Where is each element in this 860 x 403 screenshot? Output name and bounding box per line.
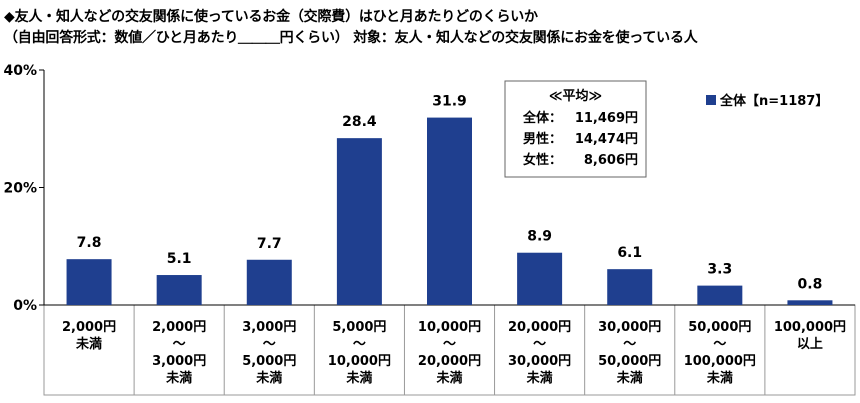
average-box-header: ≪平均≫ xyxy=(549,88,602,104)
category-label: 3,000円 xyxy=(242,320,296,335)
average-box xyxy=(504,80,647,178)
bar xyxy=(66,259,112,305)
average-row-label: 女性： xyxy=(523,152,562,168)
bar xyxy=(697,285,743,305)
data-label: 7.7 xyxy=(257,236,282,252)
bar xyxy=(156,275,202,305)
category-label: 未満 xyxy=(526,370,553,386)
data-label: 0.8 xyxy=(798,276,823,292)
category-label: ～ xyxy=(533,337,546,352)
category-label: 100,000円 xyxy=(774,320,846,335)
legend-swatch xyxy=(706,95,716,105)
category-label: 10,000円 xyxy=(328,354,391,369)
category-label: ～ xyxy=(263,337,276,352)
y-tick-label: 20% xyxy=(3,181,37,197)
category-label: 100,000円 xyxy=(684,354,756,369)
average-row-value: 11,469円 xyxy=(575,111,638,126)
category-label: 5,000円 xyxy=(332,320,386,335)
category-label: 20,000円 xyxy=(418,354,481,369)
category-label: 50,000円 xyxy=(598,354,661,369)
bar xyxy=(517,252,563,305)
average-row-value: 8,606円 xyxy=(584,153,638,168)
average-row-value: 14,474円 xyxy=(575,132,638,147)
category-label: 2,000円 xyxy=(62,320,116,335)
y-tick-label: 0% xyxy=(13,298,37,314)
data-label: 3.3 xyxy=(707,262,732,278)
category-label: ～ xyxy=(353,337,366,352)
bar xyxy=(427,117,472,306)
category-label: 未満 xyxy=(616,370,643,386)
bar xyxy=(246,259,292,305)
category-label: 2,000円 xyxy=(152,320,206,335)
category-label: 30,000円 xyxy=(598,320,661,335)
data-label: 8.9 xyxy=(527,229,552,245)
y-tick-label: 40% xyxy=(3,63,37,79)
data-label: 7.8 xyxy=(77,235,102,251)
category-label: 3,000円 xyxy=(152,354,206,369)
category-label: ～ xyxy=(713,337,726,352)
bar xyxy=(336,138,382,305)
legend-label: 全体【n=1187】 xyxy=(719,93,828,109)
category-label: 未満 xyxy=(75,336,102,352)
bar xyxy=(787,300,833,305)
category-label: ～ xyxy=(443,337,456,352)
category-label: 5,000円 xyxy=(242,354,296,369)
category-label: 以上 xyxy=(797,337,823,352)
average-row-label: 全体： xyxy=(522,110,562,126)
category-label: 50,000円 xyxy=(688,320,751,335)
data-label: 5.1 xyxy=(167,251,192,267)
category-label: 10,000円 xyxy=(418,320,481,335)
chart-title-line2: （自由回答形式：数値／ひと月あたり＿＿＿円くらい） 対象：友人・知人などの交友関… xyxy=(4,30,698,46)
bar xyxy=(607,269,653,305)
data-label: 6.1 xyxy=(617,245,642,261)
category-label: 20,000円 xyxy=(508,320,571,335)
category-label: ～ xyxy=(623,337,636,352)
category-label: 未満 xyxy=(435,370,462,386)
category-label: 未満 xyxy=(345,370,372,386)
category-label: ～ xyxy=(173,337,186,352)
data-label: 28.4 xyxy=(342,114,377,130)
category-label: 未満 xyxy=(165,370,192,386)
category-label: 未満 xyxy=(706,370,733,386)
data-label: 31.9 xyxy=(432,94,467,110)
chart-title-line1: ◆友人・知人などの交友関係に使っているお金（交際費）はひと月あたりどのくらいか xyxy=(4,9,538,25)
category-label: 未満 xyxy=(255,370,282,386)
category-label: 30,000円 xyxy=(508,354,571,369)
average-row-label: 男性： xyxy=(523,131,562,147)
